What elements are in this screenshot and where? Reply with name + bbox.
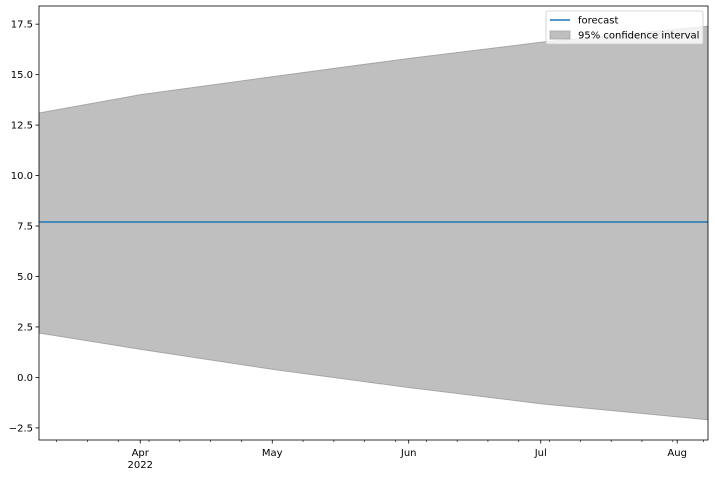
y-tick-label: 12.5 bbox=[11, 121, 33, 132]
x-tick-label: Apr bbox=[132, 448, 150, 459]
x-tick-sublabel: 2022 bbox=[128, 460, 153, 471]
x-tick-label: Aug bbox=[667, 448, 687, 459]
legend-ci-swatch bbox=[549, 30, 571, 40]
y-tick-label: 0.0 bbox=[17, 373, 33, 384]
axes-frame bbox=[38, 5, 709, 441]
x-tick-label: Jul bbox=[534, 448, 547, 459]
y-tick-label: −2.5 bbox=[9, 423, 33, 434]
confidence-interval-band bbox=[39, 25, 708, 421]
y-tick-label: 10.0 bbox=[11, 171, 33, 182]
y-tick-label: 2.5 bbox=[17, 322, 33, 333]
x-tick-label: Jun bbox=[400, 448, 417, 459]
y-tick-label: 17.5 bbox=[11, 20, 33, 31]
legend-label: forecast bbox=[578, 16, 619, 27]
y-tick-label: 7.5 bbox=[17, 222, 33, 233]
legend: forecast 95% confidence interval bbox=[545, 10, 704, 45]
y-tick-label: 15.0 bbox=[11, 70, 33, 81]
legend-box bbox=[545, 10, 704, 45]
x-tick-label: May bbox=[262, 448, 283, 459]
legend-label: 95% confidence interval bbox=[578, 31, 699, 42]
plot-area bbox=[39, 25, 708, 421]
y-tick-label: 5.0 bbox=[17, 272, 33, 283]
